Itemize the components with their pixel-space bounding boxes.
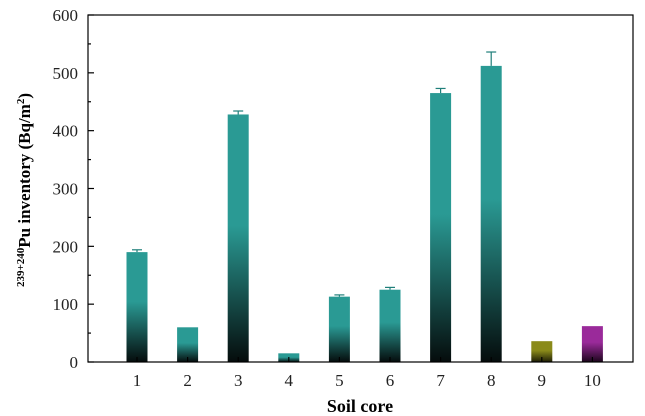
error-bar-core-1 (132, 249, 142, 253)
error-bar-core-3 (233, 110, 244, 115)
plot-frame (87, 14, 634, 363)
x-tick-label: 6 (386, 371, 395, 390)
bar-core-7 (430, 93, 452, 362)
x-tick-label: 9 (538, 371, 547, 390)
error-bar-core-7 (435, 87, 446, 94)
y-tick-label: 0 (70, 353, 79, 372)
x-tick-label: 3 (234, 371, 243, 390)
x-tick-label: 5 (335, 371, 344, 390)
bar-core-1 (126, 252, 148, 362)
y-axis-title-main: Pu inventory (Bq/m (15, 104, 34, 248)
x-tick-label: 10 (584, 371, 601, 390)
x-tick-label: 2 (183, 371, 192, 390)
y-tick-label: 400 (53, 122, 79, 141)
bar-core-8 (480, 65, 502, 362)
bar-core-6 (379, 289, 401, 362)
y-axis-title-unit-superscript: 2 (15, 98, 27, 104)
x-axis: 1 2 3 4 5 6 7 8 9 10 (133, 357, 601, 390)
y-tick-label: 600 (53, 6, 79, 25)
y-tick-label: 100 (53, 295, 79, 314)
y-tick-label: 200 (53, 237, 79, 256)
y-tick-label: 300 (53, 180, 79, 199)
x-axis-title: Soil core (327, 396, 393, 416)
y-axis-title-tail: ) (15, 93, 34, 99)
x-tick-label: 4 (285, 371, 294, 390)
y-tick-label: 500 (53, 64, 79, 83)
bars-layer (126, 65, 603, 363)
bar-core-9 (531, 341, 553, 362)
bar-core-3 (227, 114, 249, 363)
bar-core-2 (177, 327, 199, 362)
x-tick-label: 8 (487, 371, 496, 390)
error-bars-layer (132, 51, 497, 297)
y-axis-title: 239+240Pu inventory (Bq/m2) (15, 93, 34, 287)
y-axis-title-superscript: 239+240 (15, 247, 27, 287)
error-bar-core-6 (385, 286, 395, 290)
error-bar-core-5 (334, 294, 345, 297)
y-axis: 0 100 200 300 400 500 600 (53, 6, 94, 372)
bar-core-10 (581, 326, 603, 362)
x-tick-label: 1 (133, 371, 142, 390)
error-bar-core-8 (486, 51, 497, 66)
x-tick-label: 7 (436, 371, 445, 390)
bar-core-5 (328, 296, 350, 362)
